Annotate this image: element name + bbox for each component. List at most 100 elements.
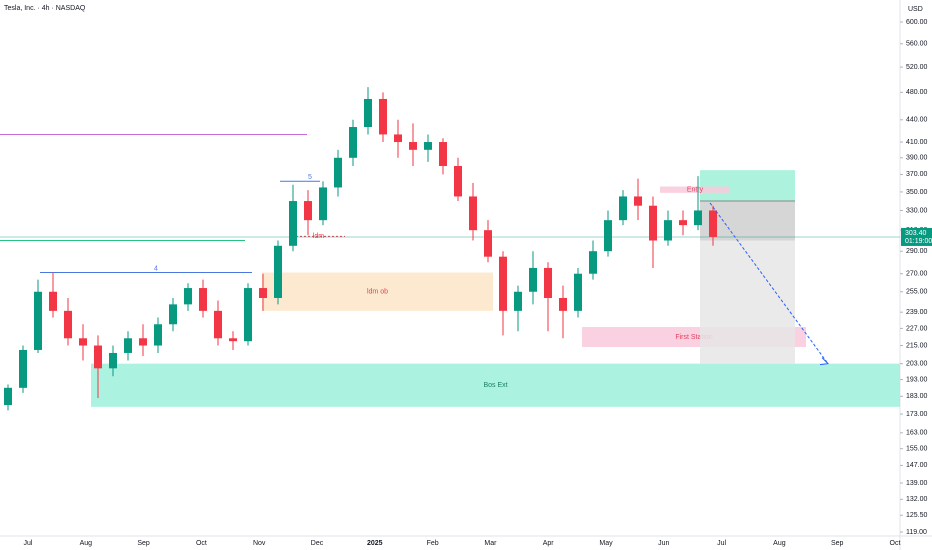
x-tick-label: Jul <box>717 540 726 547</box>
candle-body <box>409 142 417 150</box>
x-tick-label: Mar <box>484 540 497 547</box>
x-tick-label: Oct <box>890 540 901 547</box>
candle-body <box>19 349 27 388</box>
last-price-label: 303.40 <box>905 230 927 237</box>
candle-body <box>439 142 447 166</box>
candle-body <box>199 288 207 311</box>
candle-body <box>619 196 627 221</box>
countdown: 01:19:00 <box>905 238 932 245</box>
arrow-head <box>819 357 830 366</box>
y-tick-label: 560.00 <box>906 41 928 48</box>
candle-body <box>109 352 117 369</box>
candle-body <box>694 210 702 226</box>
y-tick-label: 147.00 <box>906 462 928 469</box>
y-tick-label: 440.00 <box>906 117 928 124</box>
candle-body <box>94 345 102 369</box>
candle-body <box>4 387 12 406</box>
x-tick-label: Nov <box>253 540 266 547</box>
zone <box>700 170 795 202</box>
candle-body <box>544 267 552 298</box>
x-tick-label: Aug <box>773 540 786 547</box>
zone-label: First Station <box>675 334 712 341</box>
candle-body <box>154 324 162 346</box>
y-tick-label: 163.00 <box>906 430 928 437</box>
candle-body <box>169 304 177 325</box>
y-tick-label: 370.00 <box>906 171 928 178</box>
candle-body <box>379 98 387 135</box>
candle-body <box>349 127 357 158</box>
candle-body <box>394 134 402 143</box>
y-tick-label: 390.00 <box>906 155 928 162</box>
candle-body <box>514 291 522 311</box>
candle-body <box>259 288 267 298</box>
candle-body <box>184 288 192 305</box>
y-tick-label: 239.00 <box>906 309 928 316</box>
candle-body <box>469 196 477 231</box>
candle-body <box>679 220 687 226</box>
y-tick-label: 203.00 <box>906 360 928 367</box>
x-tick-label: Sep <box>831 540 844 547</box>
y-tick-label: 255.00 <box>906 289 928 296</box>
last-price-box <box>901 227 932 246</box>
y-tick-label: 173.00 <box>906 411 928 418</box>
candle-body <box>454 165 462 197</box>
candle-body <box>559 297 567 311</box>
y-tick-label: 183.00 <box>906 393 928 400</box>
level-label: 5 <box>308 174 312 181</box>
y-tick-label: 330.00 <box>906 207 928 214</box>
candle-body <box>589 251 597 274</box>
x-tick-label: May <box>599 540 613 547</box>
zone-label: Bos Ext <box>483 382 507 389</box>
zone-label: Entry <box>687 187 704 194</box>
x-tick-label: Jun <box>658 540 669 547</box>
candle-body <box>79 338 87 346</box>
candle-body <box>634 196 642 206</box>
y-tick-label: 132.00 <box>906 496 928 503</box>
y-tick-label: 410.00 <box>906 139 928 146</box>
projection-arrow <box>709 202 829 364</box>
candle-body <box>34 291 42 350</box>
y-tick-label: 350.00 <box>906 189 928 196</box>
candle-body <box>229 338 237 342</box>
candle-body <box>214 310 222 339</box>
y-tick-label: 193.00 <box>906 376 928 383</box>
y-tick-label: 600.00 <box>906 19 928 26</box>
candle-body <box>334 157 342 188</box>
candle-body <box>49 291 57 311</box>
y-tick-label: 290.00 <box>906 248 928 255</box>
y-tick-label: 215.00 <box>906 342 928 349</box>
x-tick-label: Apr <box>543 540 555 547</box>
zone <box>262 272 493 311</box>
candle-body <box>64 310 72 339</box>
chart-title: Tesla, Inc. · 4h · NASDAQ <box>4 5 86 12</box>
zone-label: ldm ob <box>367 289 388 296</box>
candle-body <box>604 220 612 252</box>
candle-body <box>139 338 147 346</box>
candle-body <box>574 273 582 311</box>
candle-body <box>319 187 327 221</box>
candle-body <box>424 142 432 150</box>
zone <box>700 240 795 364</box>
x-tick-label: Oct <box>196 540 207 547</box>
zone <box>91 363 900 407</box>
x-tick-label: Aug <box>80 540 93 547</box>
y-tick-label: 119.00 <box>906 529 927 536</box>
candle-body <box>529 267 537 292</box>
candle-body <box>709 210 717 237</box>
candle-body <box>664 220 672 241</box>
x-tick-label: Sep <box>137 540 150 547</box>
candle-body <box>499 256 507 311</box>
y-tick-label: 139.00 <box>906 480 928 487</box>
currency: USD <box>908 6 923 13</box>
candle-body <box>649 205 657 241</box>
x-tick-label: Jul <box>24 540 33 547</box>
y-tick-label: 480.00 <box>906 89 928 96</box>
candle-body <box>364 98 372 128</box>
level-label: 4 <box>154 265 158 272</box>
y-tick-label: 155.00 <box>906 446 928 453</box>
zone <box>660 186 730 193</box>
y-tick-label: 227.00 <box>906 325 928 332</box>
candle-body <box>289 201 297 246</box>
level-label: ldm <box>313 233 324 240</box>
